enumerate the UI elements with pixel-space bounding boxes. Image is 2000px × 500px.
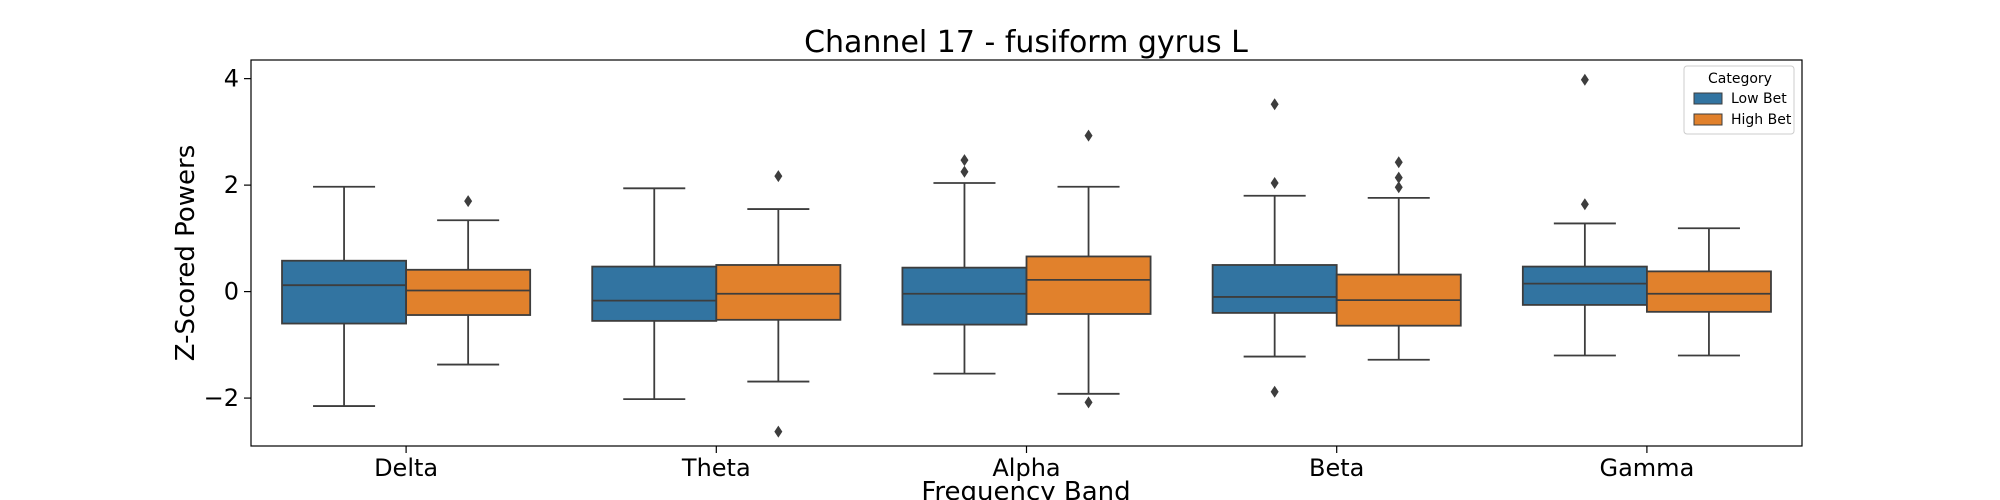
outlier-point bbox=[1580, 73, 1589, 86]
x-axis: Delta Theta Alpha Beta Gamma bbox=[374, 446, 1694, 482]
y-axis-label: Z-Scored Powers bbox=[171, 145, 201, 361]
y-tick-label: 2 bbox=[224, 171, 239, 199]
legend: Category Low Bet High Bet bbox=[1683, 65, 1795, 135]
y-tick-label: 0 bbox=[224, 278, 239, 306]
legend-label: High Bet bbox=[1731, 112, 1792, 128]
box-iqr bbox=[281, 259, 407, 325]
box-delta-high-bet bbox=[405, 195, 532, 366]
box-iqr bbox=[591, 265, 718, 322]
legend-title: Category bbox=[1708, 71, 1772, 87]
outlier-point bbox=[1270, 98, 1279, 111]
outlier-point bbox=[1394, 156, 1403, 169]
x-axis-label: Frequency Band bbox=[921, 477, 1130, 500]
box-alpha-low-bet bbox=[901, 154, 1028, 375]
box-iqr bbox=[1025, 255, 1152, 315]
legend-swatch bbox=[1693, 113, 1723, 126]
y-tick-label: −2 bbox=[204, 384, 239, 412]
x-tick-label: Gamma bbox=[1600, 454, 1695, 482]
x-tick-label: Alpha bbox=[992, 454, 1060, 482]
outlier-point bbox=[1270, 385, 1279, 398]
outlier-point bbox=[464, 195, 473, 208]
box-delta-low-bet bbox=[281, 185, 407, 407]
y-tick-label: 4 bbox=[224, 65, 239, 93]
outlier-point bbox=[1394, 171, 1403, 184]
outlier-point bbox=[1580, 198, 1589, 211]
plot-area bbox=[281, 73, 1772, 438]
x-tick-label: Delta bbox=[374, 454, 438, 482]
outlier-point bbox=[960, 165, 969, 178]
outlier-point bbox=[960, 154, 969, 167]
y-axis: 4 2 0 −2 bbox=[204, 65, 251, 412]
box-iqr bbox=[715, 264, 842, 321]
box-alpha-high-bet bbox=[1025, 129, 1152, 409]
box-iqr bbox=[901, 266, 1028, 326]
legend-label: Low Bet bbox=[1731, 91, 1787, 107]
legend-entries: Low Bet High Bet bbox=[1693, 91, 1792, 128]
outlier-point bbox=[774, 170, 783, 183]
box-iqr bbox=[405, 268, 532, 316]
outlier-point bbox=[1084, 129, 1093, 142]
x-tick-label: Beta bbox=[1309, 454, 1364, 482]
outlier-point bbox=[1394, 181, 1403, 194]
box-beta-low-bet bbox=[1211, 98, 1338, 398]
outlier-point bbox=[774, 425, 783, 438]
outlier-point bbox=[1084, 396, 1093, 409]
legend-swatch bbox=[1693, 92, 1723, 105]
x-tick-label: Theta bbox=[681, 454, 751, 482]
plot-frame bbox=[250, 59, 1803, 447]
box-gamma-high-bet bbox=[1646, 227, 1772, 357]
outlier-point bbox=[1270, 176, 1279, 189]
box-theta-high-bet bbox=[715, 170, 842, 438]
box-iqr bbox=[1521, 265, 1648, 306]
box-iqr bbox=[1211, 264, 1338, 314]
chart-title: Channel 17 - fusiform gyrus L bbox=[804, 25, 1248, 60]
box-gamma-low-bet bbox=[1521, 73, 1648, 357]
box-beta-high-bet bbox=[1335, 156, 1462, 361]
box-theta-low-bet bbox=[591, 187, 718, 401]
box-iqr bbox=[1646, 270, 1772, 313]
